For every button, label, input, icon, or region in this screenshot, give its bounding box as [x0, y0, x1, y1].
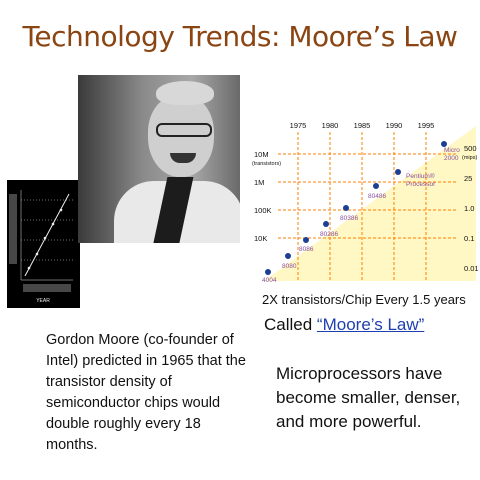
x-tick-label: 1975	[290, 121, 307, 130]
y-tick-label-right: 0.01	[464, 264, 479, 273]
x-tick-label: 1985	[354, 121, 371, 130]
data-point	[441, 141, 447, 147]
moores-law-chart: 1975 1980 1985 1990 1995 10M 1M 100K 10K (transis…	[252, 121, 479, 284]
data-point-label: 80286	[320, 231, 338, 238]
micro-label: 2000	[444, 155, 459, 162]
y-tick-label-right: 0.1	[464, 234, 474, 243]
chart-area	[264, 126, 476, 281]
data-point-label: 80486	[368, 193, 386, 200]
y-tick-label-left: 1M	[254, 178, 264, 187]
data-point	[343, 205, 349, 211]
data-point-label: 8086	[299, 246, 314, 253]
data-point	[323, 221, 329, 227]
y-tick-label-left: 10M	[254, 150, 269, 159]
data-point-label: 8080	[282, 263, 297, 270]
left-line: semiconductor chips would	[46, 395, 221, 411]
left-line: transistor density of	[46, 374, 172, 390]
data-point	[395, 169, 401, 175]
data-point	[265, 269, 271, 275]
mini-plot: YEAR	[7, 180, 80, 308]
y-tick-label-left: 100K	[254, 206, 272, 215]
left-line: Intel) predicted in 1965 that the	[46, 353, 246, 369]
called-prefix: Called	[264, 315, 317, 334]
page-title: Technology Trends: Moore’s Law	[22, 20, 458, 53]
pentium-label: Pentium®	[406, 172, 435, 180]
y-unit-right: (mips)	[462, 155, 477, 161]
left-line: double roughly every 18 months.	[46, 416, 201, 453]
y-tick-label-right: 25	[464, 174, 472, 183]
y-unit-left: (transistors)	[252, 161, 281, 167]
data-point	[373, 183, 379, 189]
data-point	[303, 237, 309, 243]
right-paragraph: Microprocessors have become smaller, den…	[276, 362, 466, 434]
called-line: Called “Moore’s Law”	[264, 315, 424, 335]
gordon-moore-photo	[78, 75, 240, 243]
right-line: Microprocessors have	[276, 364, 443, 383]
y-tick-label-right: 500	[464, 144, 477, 153]
data-point	[285, 253, 291, 259]
y-tick-label-right: 1.0	[464, 204, 474, 213]
data-point-label: 80386	[340, 215, 358, 222]
left-line: Gordon Moore (co-founder of	[46, 332, 234, 348]
pentium-label: Processor	[406, 181, 436, 188]
right-line: and more powerful.	[276, 412, 422, 431]
y-tick-label-left: 10K	[254, 234, 267, 243]
mini-plot-label: YEAR	[36, 298, 50, 304]
x-tick-label: 1995	[418, 121, 435, 130]
micro-label: Micro	[444, 147, 460, 154]
data-point-label: 4004	[262, 277, 277, 284]
moores-law-link[interactable]: “Moore’s Law”	[316, 315, 425, 334]
x-tick-label: 1990	[386, 121, 403, 130]
x-tick-label: 1980	[322, 121, 339, 130]
chart-caption: 2X transistors/Chip Every 1.5 years	[262, 292, 466, 307]
left-paragraph: Gordon Moore (co-founder of Intel) predi…	[46, 330, 256, 456]
right-line: become smaller, denser,	[276, 388, 461, 407]
